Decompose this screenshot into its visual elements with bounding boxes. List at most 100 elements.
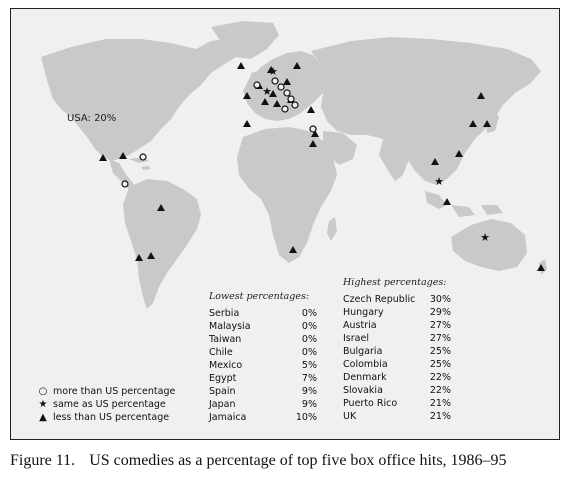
marker-star: ★ xyxy=(262,85,272,98)
marker-circle xyxy=(277,83,285,91)
marker-triangle xyxy=(269,90,277,97)
marker-triangle xyxy=(273,100,281,107)
landmass-se-asia xyxy=(425,191,503,217)
table-row: Slovakia 22% xyxy=(343,384,451,397)
triangle-icon: ▲ xyxy=(39,412,47,423)
marker-circle xyxy=(309,125,317,133)
marker-triangle xyxy=(157,204,165,211)
marker-triangle xyxy=(243,92,251,99)
marker-triangle xyxy=(537,264,545,271)
landmass-australia xyxy=(451,219,527,271)
figure-title: US comedies as a percentage of top five … xyxy=(89,452,507,469)
percentage-value: 21% xyxy=(429,411,451,422)
marker-triangle xyxy=(237,62,245,69)
marker-triangle xyxy=(267,66,275,73)
table-row: Puerto Rico 21% xyxy=(343,397,451,410)
percentage-value: 27% xyxy=(429,333,451,344)
country-name: Japan xyxy=(209,399,236,410)
circle-icon: ○ xyxy=(38,386,48,397)
lowest-heading: Lowest percentages: xyxy=(209,291,310,302)
country-name: Bulgaria xyxy=(343,346,383,357)
table-row: Jamaica 10% xyxy=(209,411,317,424)
percentage-value: 0% xyxy=(301,321,317,332)
country-name: Egypt xyxy=(209,373,237,384)
country-name: Colombia xyxy=(343,359,388,370)
marker-circle xyxy=(139,153,147,161)
landmass-asia xyxy=(311,37,541,185)
country-name: Denmark xyxy=(343,372,387,383)
highest-table: Czech Republic 30% Hungary 29% Austria 27% Isr… xyxy=(343,293,451,423)
country-name: Slovakia xyxy=(343,385,383,396)
percentage-value: 5% xyxy=(301,360,317,371)
table-row: Czech Republic 30% xyxy=(343,293,451,306)
percentage-value: 25% xyxy=(429,359,451,370)
country-name: Hungary xyxy=(343,307,384,318)
country-name: UK xyxy=(343,411,357,422)
markers-more-than-us xyxy=(121,77,317,188)
marker-circle xyxy=(121,180,129,188)
marker-circle xyxy=(283,89,291,97)
landmass-caribbean xyxy=(129,157,151,170)
landmass-greenland xyxy=(211,21,279,59)
country-name: Israel xyxy=(343,333,369,344)
landmass-arabia xyxy=(323,131,357,165)
country-name: Malaysia xyxy=(209,321,251,332)
percentage-value: 29% xyxy=(429,307,451,318)
marker-triangle xyxy=(431,158,439,165)
marker-circle xyxy=(287,95,295,103)
table-row: Austria 27% xyxy=(343,319,451,332)
table-row: UK 21% xyxy=(343,410,451,423)
table-row: Mexico 5% xyxy=(209,359,317,372)
percentage-value: 0% xyxy=(301,334,317,345)
country-name: Jamaica xyxy=(209,412,247,423)
table-row: Malaysia 0% xyxy=(209,320,317,333)
world-map: ★ ★ ★ ★ xyxy=(41,21,547,309)
landmass-south-america xyxy=(123,179,201,309)
landmass-india xyxy=(379,139,409,181)
markers-less-than-us xyxy=(99,62,545,271)
marker-triangle xyxy=(261,98,269,105)
table-row: Hungary 29% xyxy=(343,306,451,319)
usa-percentage-label: USA: 20% xyxy=(67,113,117,124)
percentage-value: 10% xyxy=(295,412,317,423)
star-icon: ★ xyxy=(38,399,48,410)
table-row: Spain 9% xyxy=(209,385,317,398)
table-row: Denmark 22% xyxy=(343,371,451,384)
map-legend: ○ more than US percentage ★ same as US p… xyxy=(37,385,176,424)
table-row: Taiwan 0% xyxy=(209,333,317,346)
country-name: Czech Republic xyxy=(343,294,416,305)
marker-triangle xyxy=(135,254,143,261)
percentage-value: 22% xyxy=(429,385,451,396)
percentage-value: 7% xyxy=(301,373,317,384)
table-row: Chile 0% xyxy=(209,346,317,359)
lowest-table: Serbia 0% Malaysia 0% Taiwan 0% Chile 0% Mexico 5… xyxy=(209,307,317,424)
marker-triangle xyxy=(309,140,317,147)
country-name: Taiwan xyxy=(209,334,242,345)
marker-triangle xyxy=(483,120,491,127)
marker-triangle xyxy=(311,130,319,137)
table-row: Serbia 0% xyxy=(209,307,317,320)
map-frame: ★ ★ ★ ★ USA: 20% ○ more than US percenta… xyxy=(10,8,560,440)
marker-triangle xyxy=(477,92,485,99)
marker-triangle xyxy=(99,154,107,161)
percentage-value: 0% xyxy=(301,308,317,319)
marker-triangle xyxy=(443,198,451,205)
landmass-central-america xyxy=(109,159,137,189)
country-name: Austria xyxy=(343,320,377,331)
figure-number: Figure 11. xyxy=(10,452,76,469)
marker-triangle xyxy=(307,106,315,113)
marker-triangle xyxy=(293,62,301,69)
percentage-value: 0% xyxy=(301,347,317,358)
legend-row: ★ same as US percentage xyxy=(37,398,175,411)
marker-triangle xyxy=(147,252,155,259)
marker-triangle xyxy=(283,78,291,85)
legend-row: ○ more than US percentage xyxy=(37,385,176,398)
country-name: Chile xyxy=(209,347,233,358)
legend-label: same as US percentage xyxy=(53,399,166,410)
country-name: Serbia xyxy=(209,308,240,319)
table-row: Bulgaria 25% xyxy=(343,345,451,358)
percentage-value: 30% xyxy=(429,294,451,305)
marker-star: ★ xyxy=(480,231,490,244)
table-row: Colombia 25% xyxy=(343,358,451,371)
marker-triangle xyxy=(289,246,297,253)
